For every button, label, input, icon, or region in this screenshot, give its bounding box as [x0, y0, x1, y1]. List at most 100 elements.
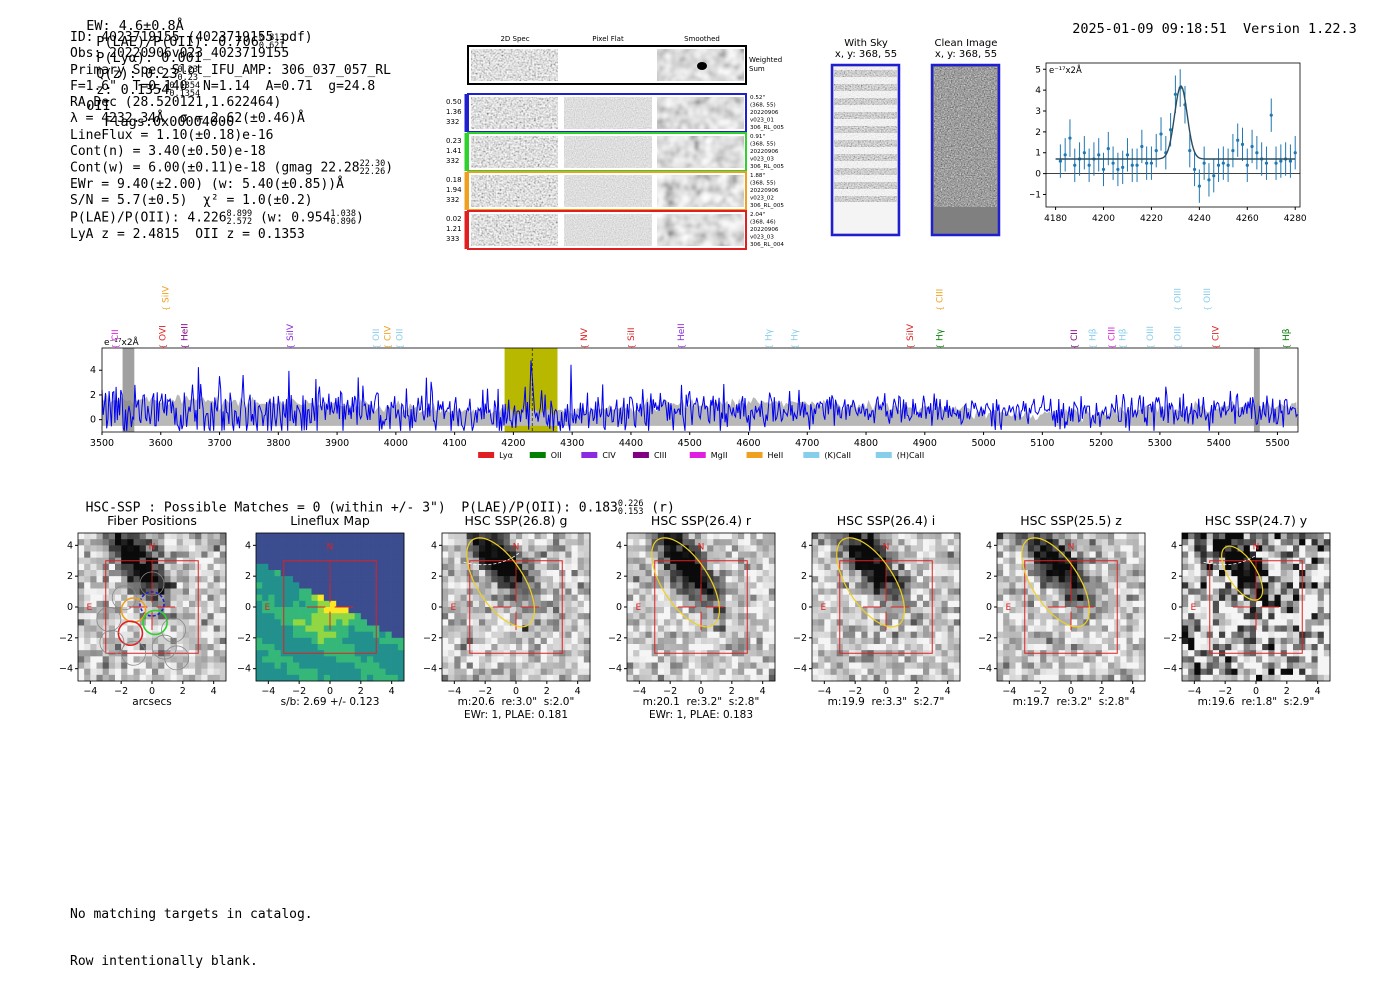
- hsc-pixel: [293, 644, 300, 651]
- hsc-pixel: [256, 668, 263, 676]
- hsc-pixel: [768, 631, 776, 639]
- hsc-pixel: [201, 644, 208, 651]
- hsc-pixel: [849, 668, 856, 676]
- hsc-pixel: [1046, 563, 1053, 571]
- hsc-pixel: [812, 668, 819, 676]
- hsc-pixel: [1120, 644, 1127, 651]
- hsc-pixel: [1126, 533, 1133, 540]
- hsc-pixel: [1194, 656, 1201, 663]
- hsc-pixel: [861, 619, 868, 626]
- hsc-pixel: [460, 613, 467, 620]
- hsc-pixel: [1311, 650, 1318, 657]
- hsc-pixel: [485, 631, 492, 639]
- hsc-pixel: [497, 662, 504, 669]
- hsc-pixel: [898, 539, 905, 546]
- hsc-pixel: [528, 613, 535, 620]
- hsc-pixel: [1114, 662, 1121, 669]
- hsc-pixel: [682, 607, 689, 614]
- hsc-pixel: [750, 539, 757, 546]
- hsc-pixel: [929, 656, 936, 663]
- hsc-pixel: [336, 582, 343, 589]
- hsc-pixel: [725, 625, 733, 632]
- hsc-pixel: [1009, 576, 1016, 583]
- hsc-pixel: [1194, 545, 1201, 552]
- hsc-pixel: [1188, 545, 1195, 552]
- hsc-pixel: [213, 594, 221, 602]
- hsc-pixel: [121, 551, 128, 558]
- hsc-pixel: [360, 539, 368, 546]
- hsc-pixel: [935, 607, 942, 614]
- hsc-pixel: [682, 668, 689, 676]
- hsc-pixel: [1108, 607, 1115, 614]
- hsc-pixel: [731, 563, 739, 571]
- hsc-pixel: [1268, 656, 1275, 663]
- hsc-pixel: [682, 631, 689, 639]
- hsc-pixel: [516, 637, 523, 645]
- hsc-pixel: [583, 613, 591, 620]
- hsc-pixel: [1317, 594, 1325, 602]
- hsc-pixel: [1317, 631, 1325, 639]
- hsc-pixel: [947, 644, 955, 651]
- hsc-pixel: [812, 582, 819, 589]
- hsc-pixel: [336, 613, 343, 620]
- hsc-pixel: [170, 662, 177, 669]
- hsc-pixel: [1126, 656, 1133, 663]
- hsc-pixel: [657, 545, 665, 552]
- hsc-pixel: [262, 625, 269, 632]
- hsc-pixel: [1286, 545, 1294, 552]
- hsc-pixel: [1225, 644, 1232, 651]
- emission-line-bracket: {: [1108, 344, 1117, 349]
- hsc-pixel: [522, 644, 529, 651]
- hsc-pixel: [904, 563, 911, 571]
- hsc-pixel: [1262, 551, 1269, 558]
- hsc-pixel: [391, 668, 399, 676]
- hsc-pixel: [1083, 613, 1090, 620]
- hsc-pixel: [886, 533, 893, 540]
- hsc-pixel: [158, 662, 165, 669]
- fit-x-tick-label: 4280: [1284, 214, 1307, 224]
- hsc-pixel: [293, 625, 300, 632]
- hsc-pixel: [219, 637, 227, 645]
- with-sky-label: With Sky: [844, 38, 888, 49]
- hsc-pixel: [201, 582, 208, 589]
- hsc-pixel: [892, 607, 899, 614]
- hsc-pixel: [997, 668, 1004, 676]
- hsc-pixel: [756, 576, 763, 583]
- emission-line-label: OIII: [1174, 288, 1184, 303]
- hsc-pixel: [694, 674, 702, 682]
- hsc-pixel: [342, 656, 349, 663]
- hsc-pixel: [744, 668, 751, 676]
- hsc-pixel: [293, 656, 300, 663]
- hsc-pixel: [836, 674, 844, 682]
- hsc-pixel: [127, 662, 134, 669]
- hsc-pixel: [713, 576, 720, 583]
- hsc-pixel: [1120, 545, 1127, 552]
- hsc-pixel: [947, 625, 955, 632]
- emission-line-label: OIII: [1203, 288, 1213, 303]
- hsc-pixel: [323, 637, 331, 645]
- hsc-pixel: [1095, 551, 1103, 558]
- hsc-pixel: [768, 600, 776, 608]
- hsc-pixel: [892, 625, 899, 632]
- hsc-pixel: [670, 656, 677, 663]
- contw-text: Cont(w) = 6.00(±0.11)e-18 (gmag 22.28: [70, 160, 360, 176]
- hsc-pixel: [1058, 563, 1066, 571]
- hsc-pixel: [1231, 656, 1238, 663]
- hsc-pixel: [1231, 662, 1238, 669]
- hsc-pixel: [1305, 594, 1312, 602]
- hsc-pixel: [664, 619, 671, 626]
- hsc-pixel: [886, 545, 893, 552]
- hsc-pixel: [1262, 588, 1269, 595]
- hsc-pixel: [855, 637, 862, 645]
- hsc-pixel: [565, 539, 572, 546]
- hsc-pixel: [108, 668, 116, 676]
- hsc-pixel: [849, 582, 856, 589]
- cutout-row-meta: v023_02: [750, 196, 774, 202]
- hsc-pixel: [923, 625, 930, 632]
- emission-line-bracket: {: [1118, 344, 1127, 349]
- hsc-pixel: [583, 576, 591, 583]
- hsc-pixel: [528, 644, 535, 651]
- hsc-pixel: [442, 650, 449, 657]
- hsc-pixel: [707, 588, 714, 595]
- emission-line-label: Hβ: [1118, 328, 1128, 341]
